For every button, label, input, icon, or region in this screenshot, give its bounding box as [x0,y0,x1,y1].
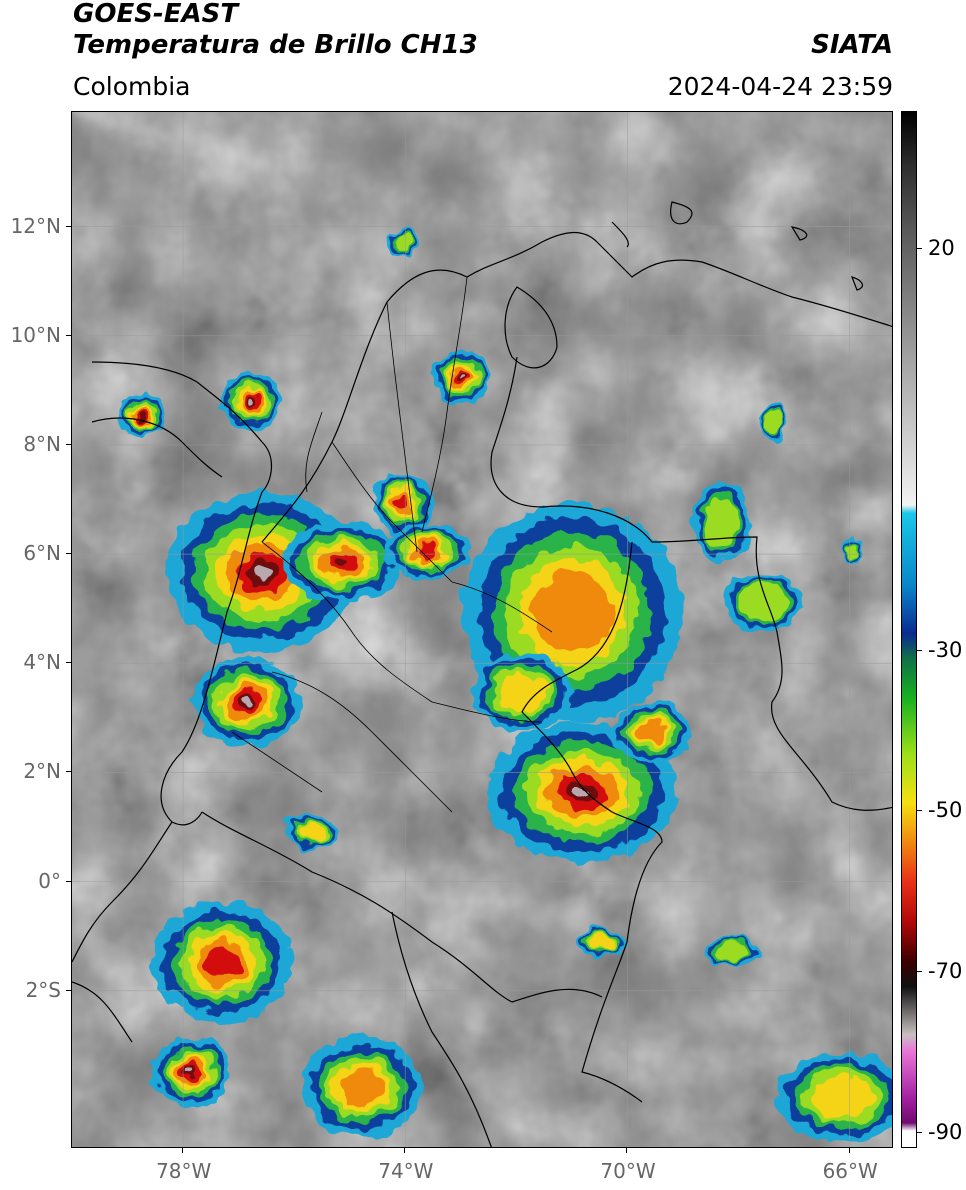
region-label: Colombia [73,72,191,101]
storm-cell [152,1037,232,1107]
storm-cell [612,702,692,762]
storm-cell [372,472,432,532]
lat-tick-mark [66,880,71,882]
lat-tick-label: 12°N [10,213,61,238]
country-borders [72,201,892,1147]
gridlines [72,112,892,1147]
colorbar-tick-mark [917,649,922,651]
storm-cell [777,1052,892,1142]
storm-cell [472,652,572,732]
storm-band [764,410,780,434]
storm-band [242,698,252,706]
storm-cell [462,502,682,722]
lat-tick-mark [66,334,71,336]
storm-cell [387,227,417,257]
storm-cell [577,927,627,957]
storm-cell [152,902,292,1022]
storm-band [738,584,786,620]
storm-band [844,544,860,560]
storm-cell [707,937,757,967]
storm-band [188,1069,196,1075]
storm-cell [192,657,302,747]
lat-tick-label: 2°N [23,759,61,784]
storm-band [590,934,614,950]
storm-cell [222,372,282,432]
colorbar-tick-label: 20 [928,235,955,260]
colorbar-tick-mark [917,247,922,249]
lat-tick-mark [66,225,71,227]
lon-tick-mark [404,1148,406,1153]
storm-band [810,1075,874,1119]
lon-tick-label: 66°W [822,1159,878,1183]
colorbar-tick-label: -50 [928,798,963,823]
lon-tick-label: 78°W [156,1159,212,1183]
storm-cell [487,722,677,862]
storm-band [415,544,439,560]
lat-tick-mark [66,553,71,555]
colorbar [901,111,917,1148]
storm-band [249,399,255,405]
lon-tick-mark [182,1148,184,1153]
storm-band [332,555,352,569]
colorbar-tick-label: -70 [928,959,963,984]
lat-tick-label: 8°N [23,431,61,456]
map-canvas [72,112,892,1147]
storm-band [531,571,613,653]
colorbar-tick-mark [917,1131,922,1133]
satellite-title: GOES-EAST [73,0,239,29]
storm-band [459,374,465,380]
storm-cell [760,402,784,442]
storm-band [394,494,410,510]
lon-tick-mark [848,1148,850,1153]
lat-tick-mark [66,989,71,991]
storm-band [498,672,546,712]
storm-band [203,946,241,978]
colorbar-tick-mark [917,971,922,973]
datetime-label: 2024-04-24 23:59 [667,72,893,101]
storm-cell [287,814,337,850]
lat-tick-label: 4°N [23,650,61,675]
lon-tick-mark [626,1148,628,1153]
storm-band [138,413,146,421]
lat-tick-label: 0° [38,868,61,893]
storm-cell [302,1037,422,1137]
lon-tick-label: 70°W [600,1159,656,1183]
lat-tick-label: 6°N [23,541,61,566]
storm-band [637,720,667,744]
storm-band [393,233,411,251]
storm-cell [434,349,490,405]
lat-tick-mark [66,662,71,664]
storm-cell [722,572,802,632]
colorbar-tick-label: -90 [928,1119,963,1144]
product-title: Temperatura de Brillo CH13 [73,30,478,60]
storm-band [717,943,747,961]
lat-tick-label: 10°N [10,322,61,347]
storm-band [339,1068,385,1106]
lat-tick-label: 2°S [25,977,61,1002]
lon-tick-label: 74°W [378,1159,434,1183]
storm-cell [382,524,472,580]
lat-tick-mark [66,771,71,773]
storm-cell [282,522,402,602]
storm-band [704,498,740,546]
agency-label: SIATA [811,30,893,60]
storm-band [300,823,324,841]
colorbar-tick-label: -30 [928,637,963,662]
storm-band [254,565,270,579]
storm-cell [117,395,167,439]
storm-cell [692,482,752,562]
colorbar-tick-mark [917,810,922,812]
satellite-map[interactable] [71,111,893,1148]
convective-cells [117,227,892,1142]
storm-cell [840,540,864,564]
storm-band [574,786,590,798]
lat-tick-mark [66,443,71,445]
